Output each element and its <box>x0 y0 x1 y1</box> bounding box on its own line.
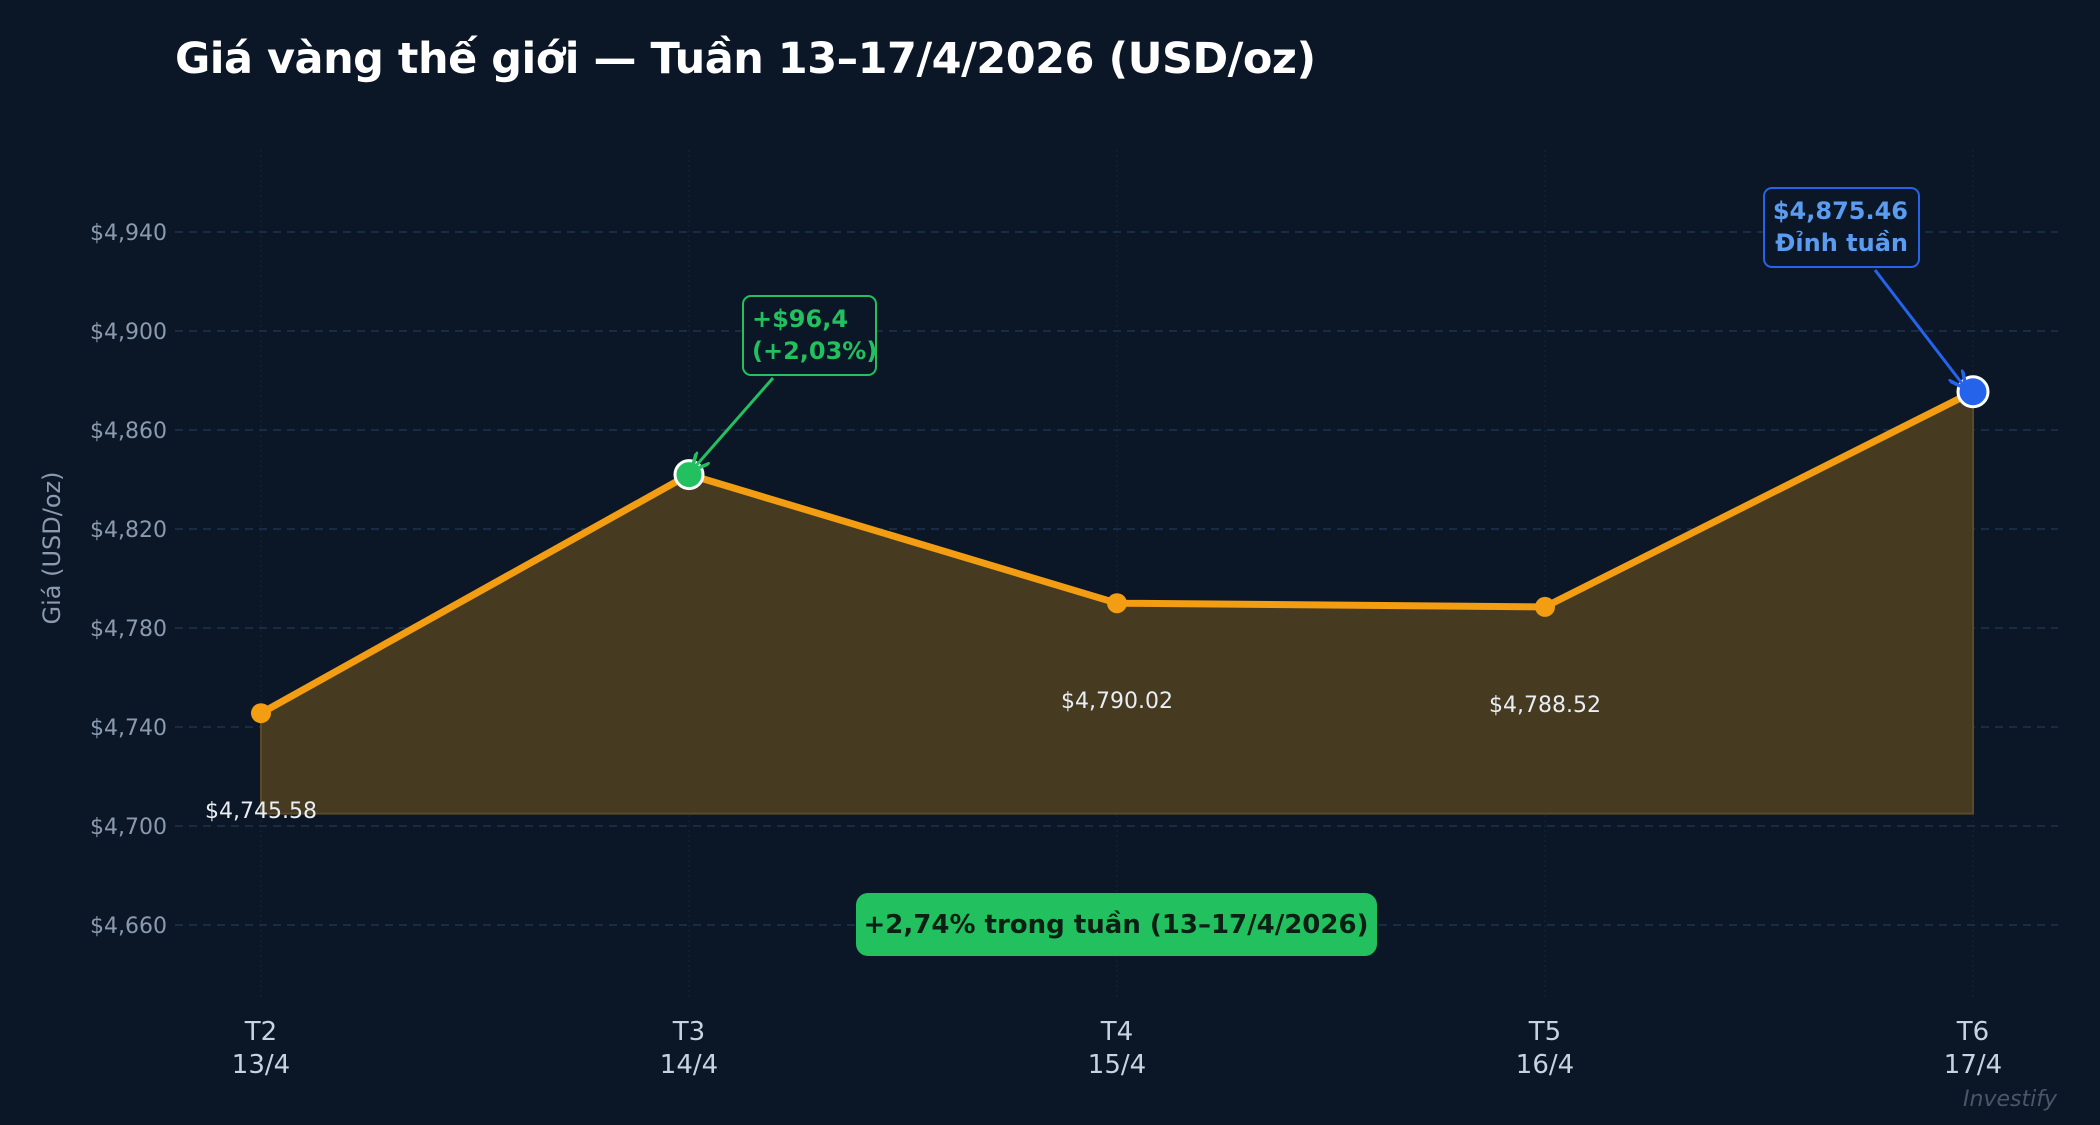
x-tick-date: 14/4 <box>660 1050 718 1080</box>
data-point-marker <box>1107 593 1127 614</box>
weekly-change-badge: +2,74% trong tuần (13–17/4/2026) <box>856 893 1377 956</box>
x-tick-date: 15/4 <box>1088 1050 1146 1080</box>
y-tick-label: $4,820 <box>90 518 167 543</box>
data-label: $4,790.02 <box>1061 689 1173 714</box>
watermark: Investify <box>1963 1087 2058 1112</box>
x-tick-day: T2 <box>244 1017 277 1047</box>
peak-point-marker <box>1956 375 1990 409</box>
y-axis-label: Giá (USD/oz) <box>38 472 66 625</box>
x-tick-day: T3 <box>672 1017 705 1047</box>
data-points <box>251 375 1990 724</box>
y-tick-label: $4,780 <box>90 617 167 642</box>
y-tick-label: $4,740 <box>90 716 167 741</box>
y-tick-label: $4,940 <box>90 221 167 246</box>
data-label: $4,745.58 <box>205 799 317 824</box>
data-point-marker <box>251 703 271 724</box>
y-axis-ticks: $4,660 $4,700 $4,740 $4,780 $4,820 $4,860 $4,9… <box>90 221 167 939</box>
chart-title: Giá vàng thế giới — Tuần 13–17/4/2026 (U… <box>175 34 1316 84</box>
gain-callout-percent: (+2,03%) <box>752 337 877 365</box>
gain-callout-amount: +$96,4 <box>752 305 848 333</box>
x-tick-day: T6 <box>1956 1017 1989 1047</box>
x-tick-date: 13/4 <box>232 1050 290 1080</box>
y-tick-label: $4,860 <box>90 419 167 444</box>
x-tick-day: T4 <box>1100 1017 1133 1047</box>
weekly-change-text: +2,74% trong tuần (13–17/4/2026) <box>864 909 1369 940</box>
gain-callout: +$96,4 (+2,03%) <box>694 295 877 468</box>
y-tick-label: $4,660 <box>90 914 167 939</box>
data-label: $4,788.52 <box>1489 693 1601 718</box>
data-labels: $4,745.58 $4,790.02 $4,788.52 <box>205 689 1601 824</box>
gain-arrow-icon <box>694 377 775 468</box>
peak-arrow-icon <box>1873 269 1964 386</box>
peak-callout: $4,875.46 Đỉnh tuần <box>1763 187 1964 386</box>
x-tick-date: 17/4 <box>1944 1050 2002 1080</box>
peak-callout-label: Đỉnh tuần <box>1775 229 1908 257</box>
x-tick-day: T5 <box>1528 1017 1561 1047</box>
peak-callout-price: $4,875.46 <box>1773 197 1908 225</box>
y-tick-label: $4,900 <box>90 320 167 345</box>
x-tick-date: 16/4 <box>1516 1050 1574 1080</box>
data-point-marker <box>1535 596 1555 617</box>
y-tick-label: $4,700 <box>90 815 167 840</box>
